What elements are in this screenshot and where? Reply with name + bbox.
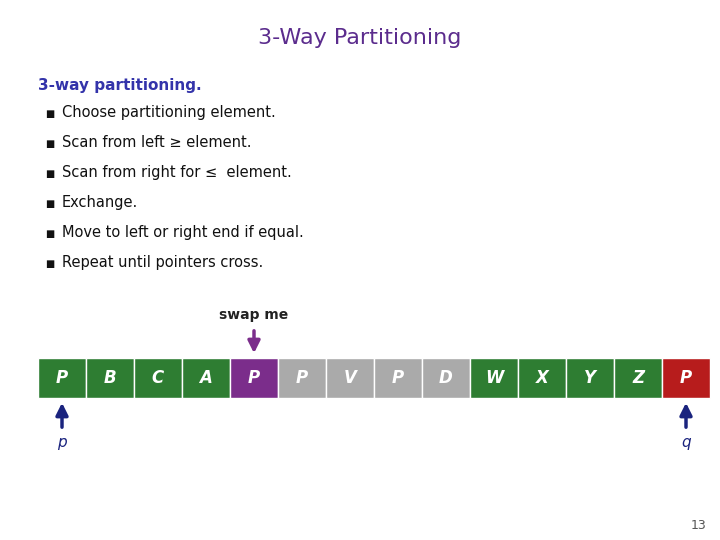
Text: swap me: swap me: [220, 308, 289, 322]
Bar: [614, 358, 662, 398]
Text: B: B: [104, 369, 117, 387]
Text: Move to left or right end if equal.: Move to left or right end if equal.: [62, 225, 304, 240]
Text: W: W: [485, 369, 503, 387]
Text: ■: ■: [45, 259, 55, 269]
Bar: [38, 358, 86, 398]
Text: Exchange.: Exchange.: [62, 195, 138, 210]
Bar: [518, 358, 566, 398]
Text: ■: ■: [45, 109, 55, 119]
Text: V: V: [343, 369, 356, 387]
Bar: [86, 358, 134, 398]
Text: D: D: [439, 369, 453, 387]
Text: X: X: [536, 369, 549, 387]
Text: A: A: [199, 369, 212, 387]
Text: Scan from right for ≤  element.: Scan from right for ≤ element.: [62, 165, 292, 180]
Text: ■: ■: [45, 229, 55, 239]
Text: Repeat until pointers cross.: Repeat until pointers cross.: [62, 255, 264, 270]
Text: Y: Y: [584, 369, 596, 387]
Bar: [182, 358, 230, 398]
Text: 3-Way Partitioning: 3-Way Partitioning: [258, 28, 462, 48]
Bar: [230, 358, 278, 398]
Bar: [470, 358, 518, 398]
Text: q: q: [681, 435, 690, 450]
Text: P: P: [296, 369, 308, 387]
Text: 13: 13: [690, 519, 706, 532]
Bar: [134, 358, 182, 398]
Text: ■: ■: [45, 139, 55, 149]
Text: P: P: [392, 369, 404, 387]
Text: Scan from left ≥ element.: Scan from left ≥ element.: [62, 135, 251, 150]
Text: P: P: [248, 369, 260, 387]
Text: Z: Z: [632, 369, 644, 387]
Bar: [278, 358, 326, 398]
Bar: [422, 358, 470, 398]
Text: 3-way partitioning.: 3-way partitioning.: [38, 78, 202, 93]
Text: C: C: [152, 369, 164, 387]
Text: P: P: [680, 369, 692, 387]
Text: P: P: [56, 369, 68, 387]
Text: ■: ■: [45, 199, 55, 209]
Text: p: p: [57, 435, 67, 450]
Text: Choose partitioning element.: Choose partitioning element.: [62, 105, 276, 120]
Bar: [326, 358, 374, 398]
Bar: [374, 358, 422, 398]
Text: ■: ■: [45, 169, 55, 179]
Bar: [566, 358, 614, 398]
Bar: [662, 358, 710, 398]
